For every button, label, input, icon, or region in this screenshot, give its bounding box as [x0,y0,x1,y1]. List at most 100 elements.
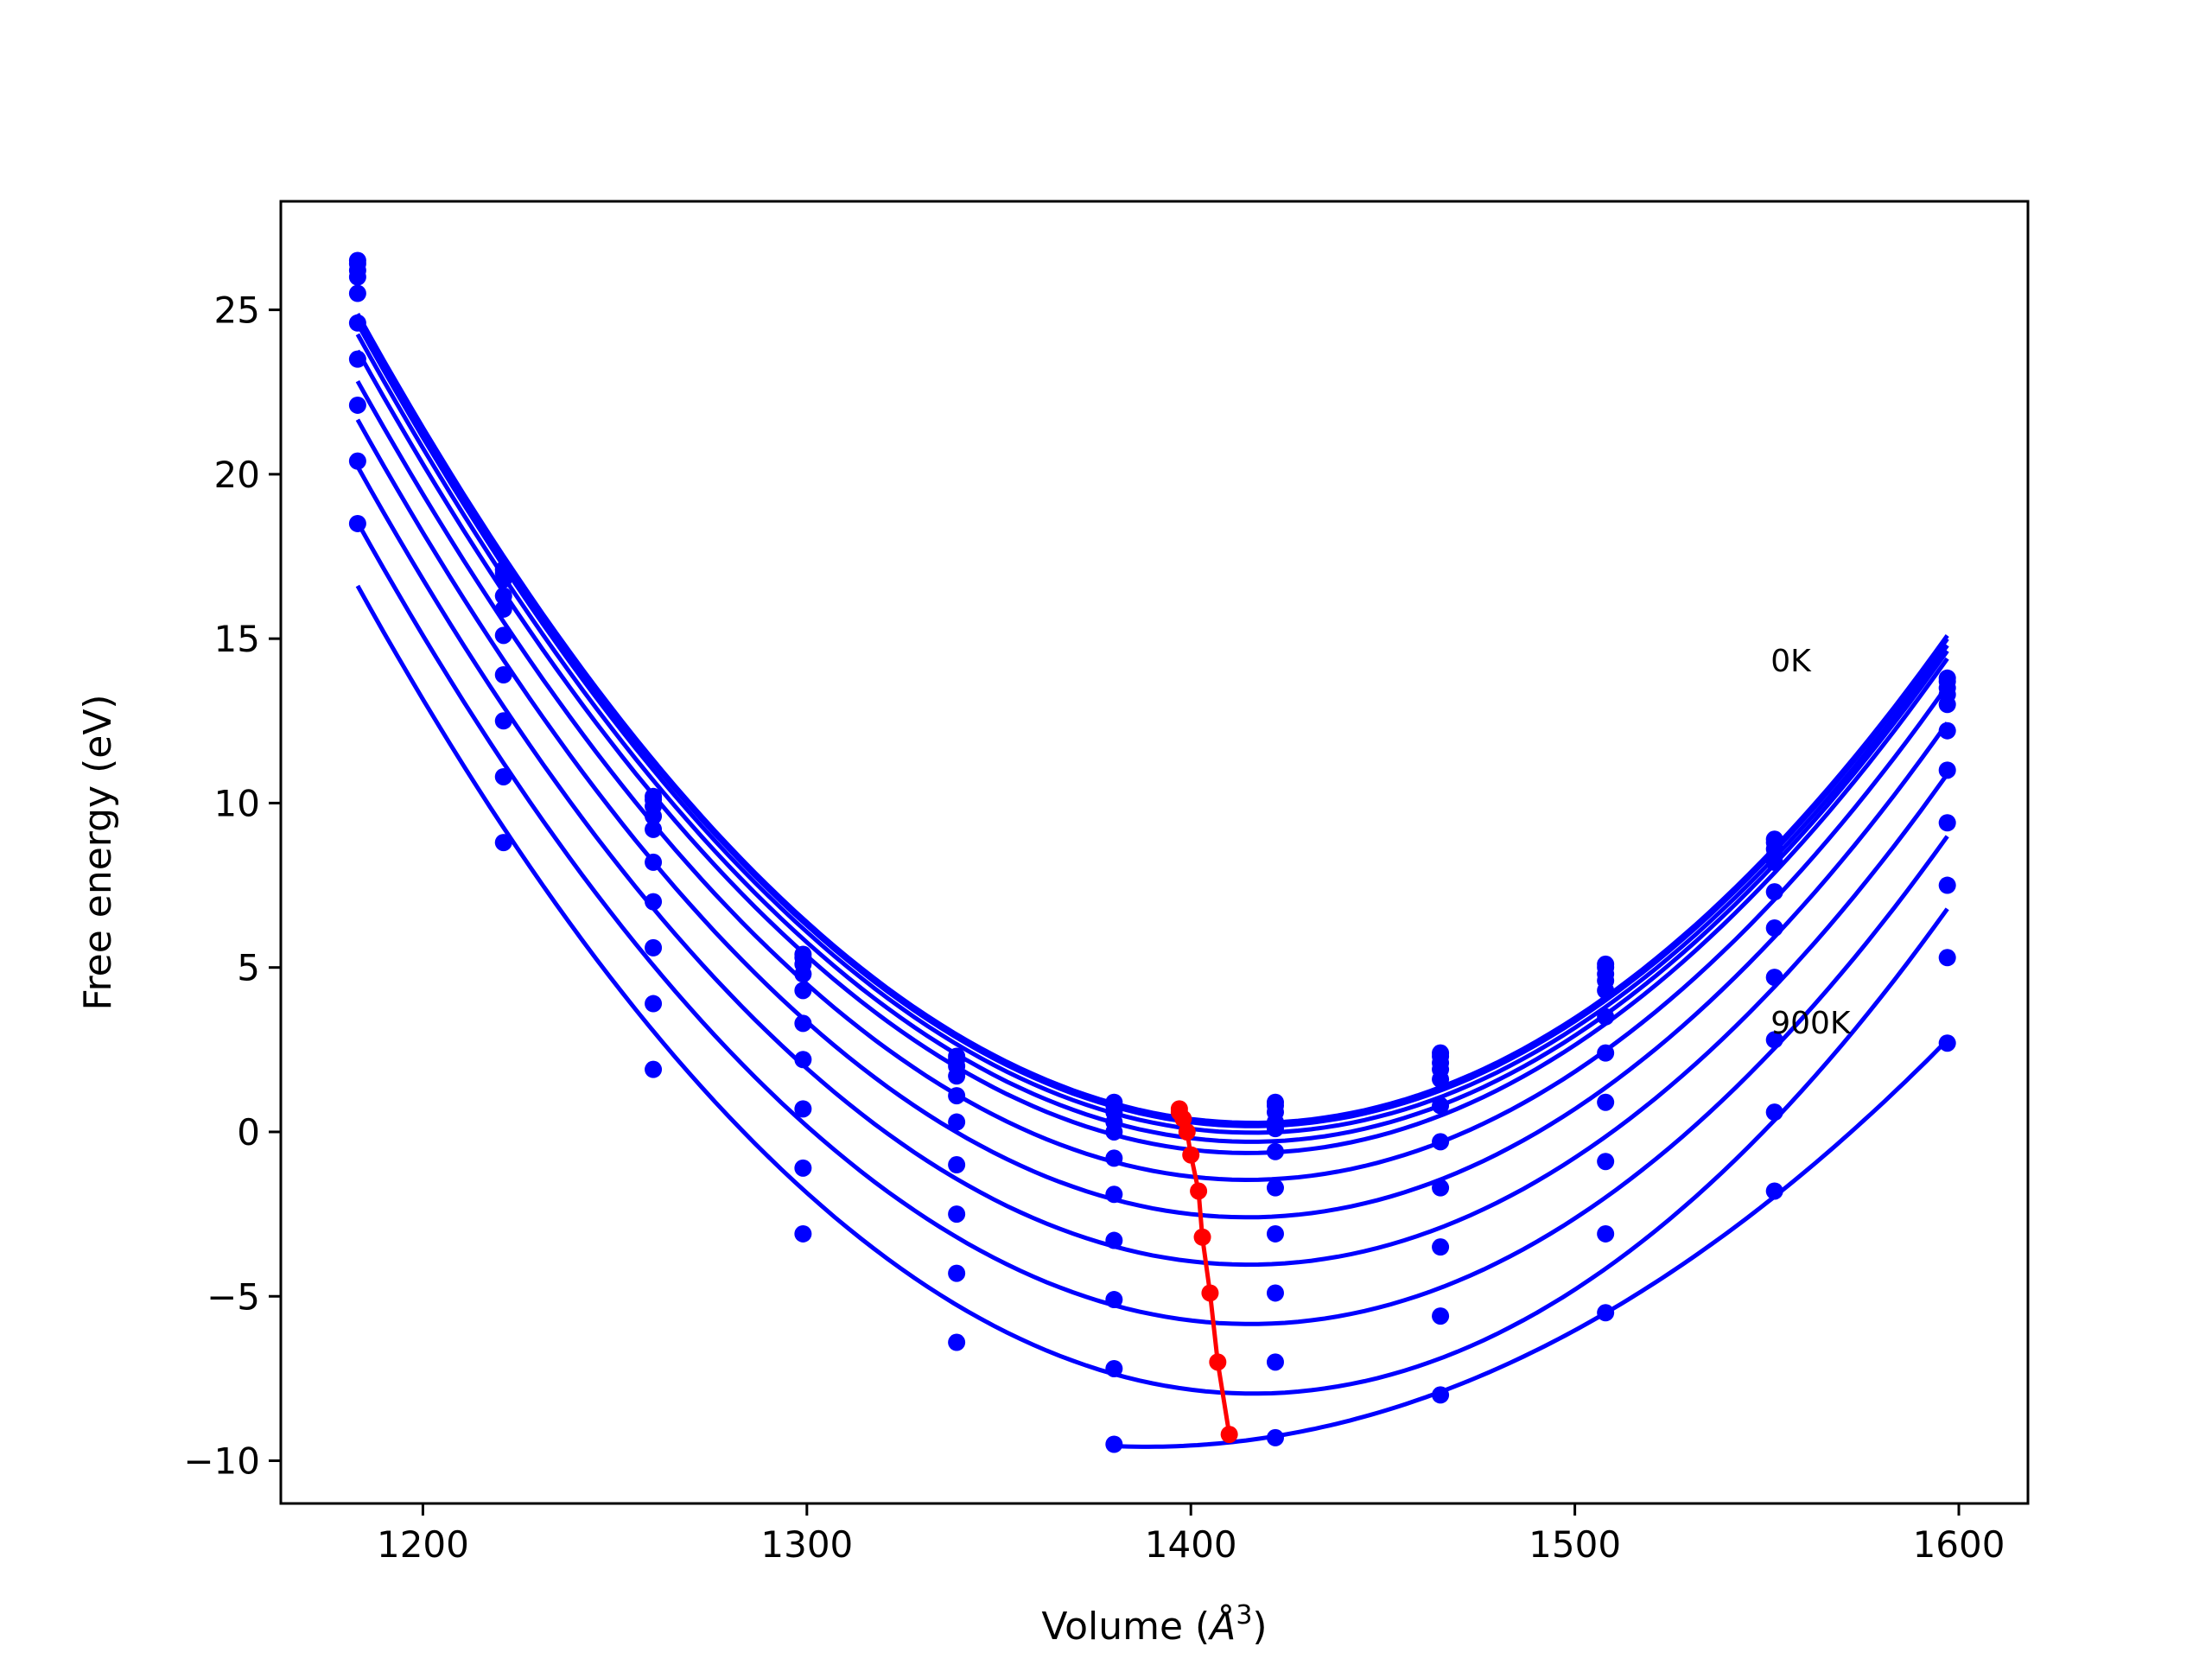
data-point [348,514,366,532]
x-axis-label-text: Volume ( [1041,1605,1210,1649]
data-point [1938,761,1956,779]
fit-curve [355,333,1949,1144]
data-point [1938,949,1956,967]
x-tick-label: 1300 [760,1523,853,1566]
y-tick-label: −5 [207,1275,260,1318]
minima-point [1182,1146,1200,1164]
data-point [348,350,366,368]
x-tick-label: 1200 [377,1523,469,1566]
data-point [348,314,366,332]
data-point [645,853,663,871]
data-point [948,1113,966,1131]
data-point [948,1156,966,1174]
data-point [1765,1103,1783,1122]
y-tick-label: 10 [214,782,260,824]
minima-point [1190,1182,1208,1200]
y-tick-label: 20 [214,454,260,496]
data-point [1765,919,1783,938]
data-point [348,268,366,286]
data-point [1597,1044,1615,1062]
data-point [948,1264,966,1282]
data-point [794,1051,812,1069]
data-point [794,1159,812,1177]
y-tick-label: −10 [183,1440,260,1483]
data-point [645,820,663,838]
x-axis: 1200 1300 1400 1500 1600 [377,1503,2005,1566]
data-point [794,982,812,1000]
data-point [1105,1185,1123,1204]
data-point [1105,1435,1123,1453]
data-point [494,712,512,730]
data-point [1938,721,1956,740]
data-point [1765,883,1783,901]
data-point [494,626,512,645]
data-point [1105,1359,1123,1377]
data-point [348,284,366,302]
data-point [948,1205,966,1224]
minima-point [1178,1122,1196,1141]
data-point [348,452,366,470]
fit-curve [355,349,1949,1155]
fit-curves [355,312,1949,1449]
data-point [1938,696,1956,714]
y-tick-label: 5 [237,947,260,989]
data-point [494,666,512,683]
data-point [794,1224,812,1243]
data-point [794,1100,812,1118]
x-axis-label-symbol: Å [1207,1603,1236,1649]
data-point [1938,1034,1956,1052]
minima-point [1220,1426,1238,1444]
data-point [1432,1096,1450,1115]
x-tick-label: 1600 [1913,1523,2005,1566]
data-point [1266,1428,1284,1446]
data-point [1597,1153,1615,1171]
data-point [1597,982,1615,1000]
data-point [1432,1179,1450,1197]
y-tick-label: 15 [214,618,260,660]
data-point [645,1060,663,1078]
data-point [1266,1224,1284,1243]
data-point [494,767,512,785]
temperature-annotation: 900K [1770,1006,1852,1041]
data-point [948,1087,966,1105]
data-point [1266,1284,1284,1302]
minima-point [1209,1353,1227,1371]
data-point [1597,1007,1615,1026]
x-axis-label-close: ) [1252,1605,1267,1649]
data-point [494,600,512,618]
fit-curve [1114,1038,1949,1449]
y-tick-label: 0 [237,1111,260,1154]
fit-curve [355,379,1949,1183]
fit-curve [355,315,1949,1128]
data-point [1432,1133,1450,1151]
data-point [1105,1122,1123,1141]
data-point [1765,853,1783,871]
data-point [1938,876,1956,894]
data-point [1597,1224,1615,1243]
y-tick-label: 25 [214,289,260,332]
data-point [1266,1120,1284,1138]
fit-curve [355,584,1949,1396]
data-point [1105,1149,1123,1167]
annotations: 0K 900K [1770,644,1852,1041]
data-point [1266,1142,1284,1160]
minima-point [1193,1228,1211,1246]
data-point [1765,969,1783,987]
temperature-annotation: 0K [1770,644,1812,679]
x-tick-label: 1500 [1529,1523,1621,1566]
data-point [494,834,512,852]
data-point [1938,814,1956,832]
y-axis: −10 −5 0 5 10 15 20 25 [183,289,281,1483]
data-point [645,995,663,1013]
data-point [645,807,663,825]
data-points [348,251,1956,1453]
data-point [1105,1231,1123,1249]
fit-curve [355,465,1949,1268]
x-axis-label: Volume (Å3) [1041,1600,1267,1649]
data-point [948,1067,966,1085]
data-point [1765,1182,1783,1200]
fit-curve [355,322,1949,1135]
fit-curve [355,521,1949,1326]
